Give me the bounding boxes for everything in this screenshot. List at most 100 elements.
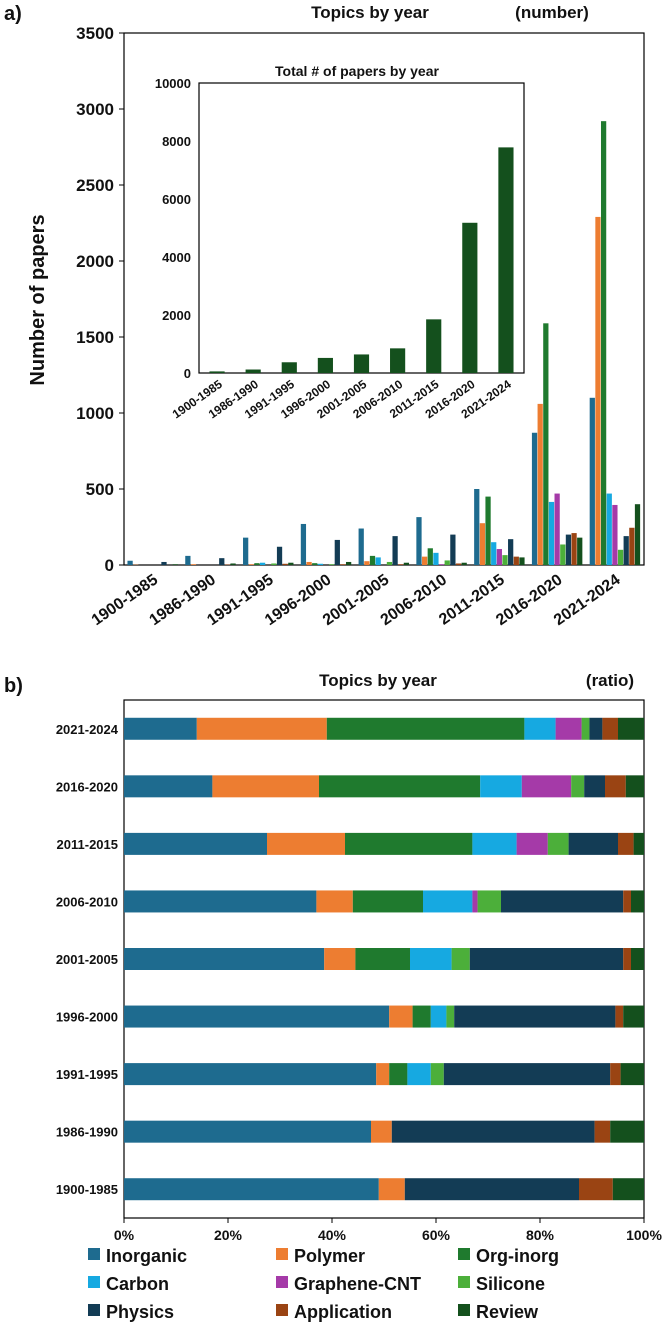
- bar-inorganic: [358, 528, 364, 565]
- bar-application: [571, 533, 577, 565]
- bar-inorganic: [300, 523, 307, 565]
- y-tick-label: 500: [86, 480, 114, 499]
- bar-org-inorg: [312, 563, 318, 565]
- segment-application: [605, 775, 626, 798]
- bar-review: [577, 537, 583, 565]
- segment-graphene-cnt: [555, 717, 582, 740]
- segment-org-inorg: [412, 1005, 431, 1028]
- segment-silicone: [477, 890, 501, 913]
- panel-b-label: b): [4, 675, 23, 697]
- segment-review: [623, 1005, 644, 1028]
- legend-label: Silicone: [476, 1274, 545, 1294]
- y-tick-label: 0: [105, 556, 114, 575]
- row-label: 1900-1985: [56, 1182, 118, 1197]
- segment-carbon: [472, 832, 517, 855]
- legend-swatch-org-inorg: [458, 1248, 470, 1260]
- row-label: 2001-2005: [56, 952, 118, 967]
- bar-application: [340, 564, 346, 565]
- bar-inorganic: [589, 397, 595, 565]
- inset-bar: [317, 357, 333, 373]
- bar-review: [172, 564, 178, 565]
- segment-physics: [454, 1005, 616, 1028]
- bar-silicone: [271, 563, 277, 565]
- segment-graphene-cnt: [516, 832, 548, 855]
- bar-org-inorg: [369, 555, 376, 565]
- bar-application: [398, 564, 404, 565]
- segment-polymer: [212, 775, 319, 798]
- bar-polymer: [364, 561, 370, 565]
- row-label: 2011-2015: [57, 837, 118, 852]
- inset-y-tick-label: 8000: [162, 134, 191, 149]
- inset-bar: [462, 222, 478, 373]
- bar-silicone: [560, 544, 566, 565]
- bar-graphene-cnt: [438, 564, 445, 565]
- panel-b-title: Topics by year: [319, 671, 437, 690]
- inset-y-tick-label: 10000: [155, 76, 191, 91]
- bar-carbon: [606, 493, 612, 565]
- x-tick-label: 0%: [114, 1227, 135, 1243]
- inset-bar: [281, 362, 297, 373]
- segment-physics: [469, 948, 624, 970]
- bar-inorganic: [531, 432, 538, 565]
- bar-silicone: [502, 555, 508, 565]
- legend-swatch-review: [458, 1304, 470, 1316]
- bar-polymer: [190, 564, 197, 565]
- segment-silicone: [430, 1063, 444, 1086]
- bar-physics: [623, 536, 629, 565]
- segment-carbon: [407, 1063, 431, 1086]
- segment-inorganic: [124, 1178, 379, 1201]
- bar-application: [629, 527, 635, 565]
- main-plot-frame: [123, 32, 645, 566]
- legend: Inorganic Polymer Org-inorg Carbon Graphene-…: [88, 1246, 559, 1322]
- segment-org-inorg: [326, 717, 525, 740]
- bar-polymer: [595, 216, 601, 566]
- bar-polymer: [306, 561, 312, 565]
- segment-review: [625, 775, 644, 798]
- segment-review: [620, 1063, 644, 1086]
- segment-polymer: [316, 890, 353, 913]
- legend-label: Inorganic: [106, 1246, 187, 1266]
- bar-carbon: [317, 563, 323, 565]
- bar-inorganic: [474, 489, 480, 565]
- segment-inorganic: [124, 890, 317, 913]
- bar-inorganic: [243, 537, 249, 565]
- row-label: 1991-1995: [56, 1067, 118, 1082]
- bar-physics: [392, 536, 398, 565]
- legend-swatch-application: [276, 1304, 288, 1316]
- segment-org-inorg: [352, 890, 423, 913]
- segment-inorganic: [124, 832, 267, 855]
- bar-physics: [450, 534, 456, 565]
- segment-application: [623, 890, 631, 913]
- inset-bar: [390, 348, 406, 373]
- segment-inorganic: [124, 717, 197, 740]
- segment-physics: [404, 1178, 579, 1201]
- inset-total-chart: Total # of papers by year 0 2000 4000 6000 8…: [155, 63, 525, 421]
- segment-physics: [568, 832, 618, 855]
- segment-carbon: [423, 890, 473, 913]
- y-tick-label: 1500: [76, 328, 114, 347]
- segment-org-inorg: [319, 775, 481, 798]
- segment-graphene-cnt: [472, 890, 478, 913]
- bar-polymer: [248, 564, 254, 565]
- bar-silicone: [329, 564, 335, 565]
- row-label: 2021-2024: [56, 722, 119, 737]
- ratio-stacked-chart: 2021-2024 2016-2020 2011-2015 2006-2010 2001…: [56, 699, 662, 1243]
- segment-polymer: [371, 1120, 392, 1143]
- legend-label: Polymer: [294, 1246, 365, 1266]
- segment-polymer: [389, 1005, 413, 1028]
- segment-org-inorg: [355, 948, 410, 970]
- segment-review: [612, 1178, 644, 1201]
- bar-physics: [161, 561, 167, 565]
- bar-org-inorg: [254, 563, 260, 565]
- inset-y-tick-label: 0: [184, 366, 191, 381]
- segment-inorganic: [124, 1005, 390, 1028]
- x-tick-label: 80%: [526, 1227, 555, 1243]
- inset-bar: [209, 371, 225, 373]
- inset-y-tick-label: 6000: [162, 192, 191, 207]
- bar-review: [403, 562, 410, 565]
- segment-silicone: [547, 832, 569, 855]
- segment-carbon: [524, 717, 556, 740]
- x-tick-label: 100%: [626, 1227, 662, 1243]
- bar-application: [282, 563, 288, 565]
- segment-polymer: [267, 832, 345, 855]
